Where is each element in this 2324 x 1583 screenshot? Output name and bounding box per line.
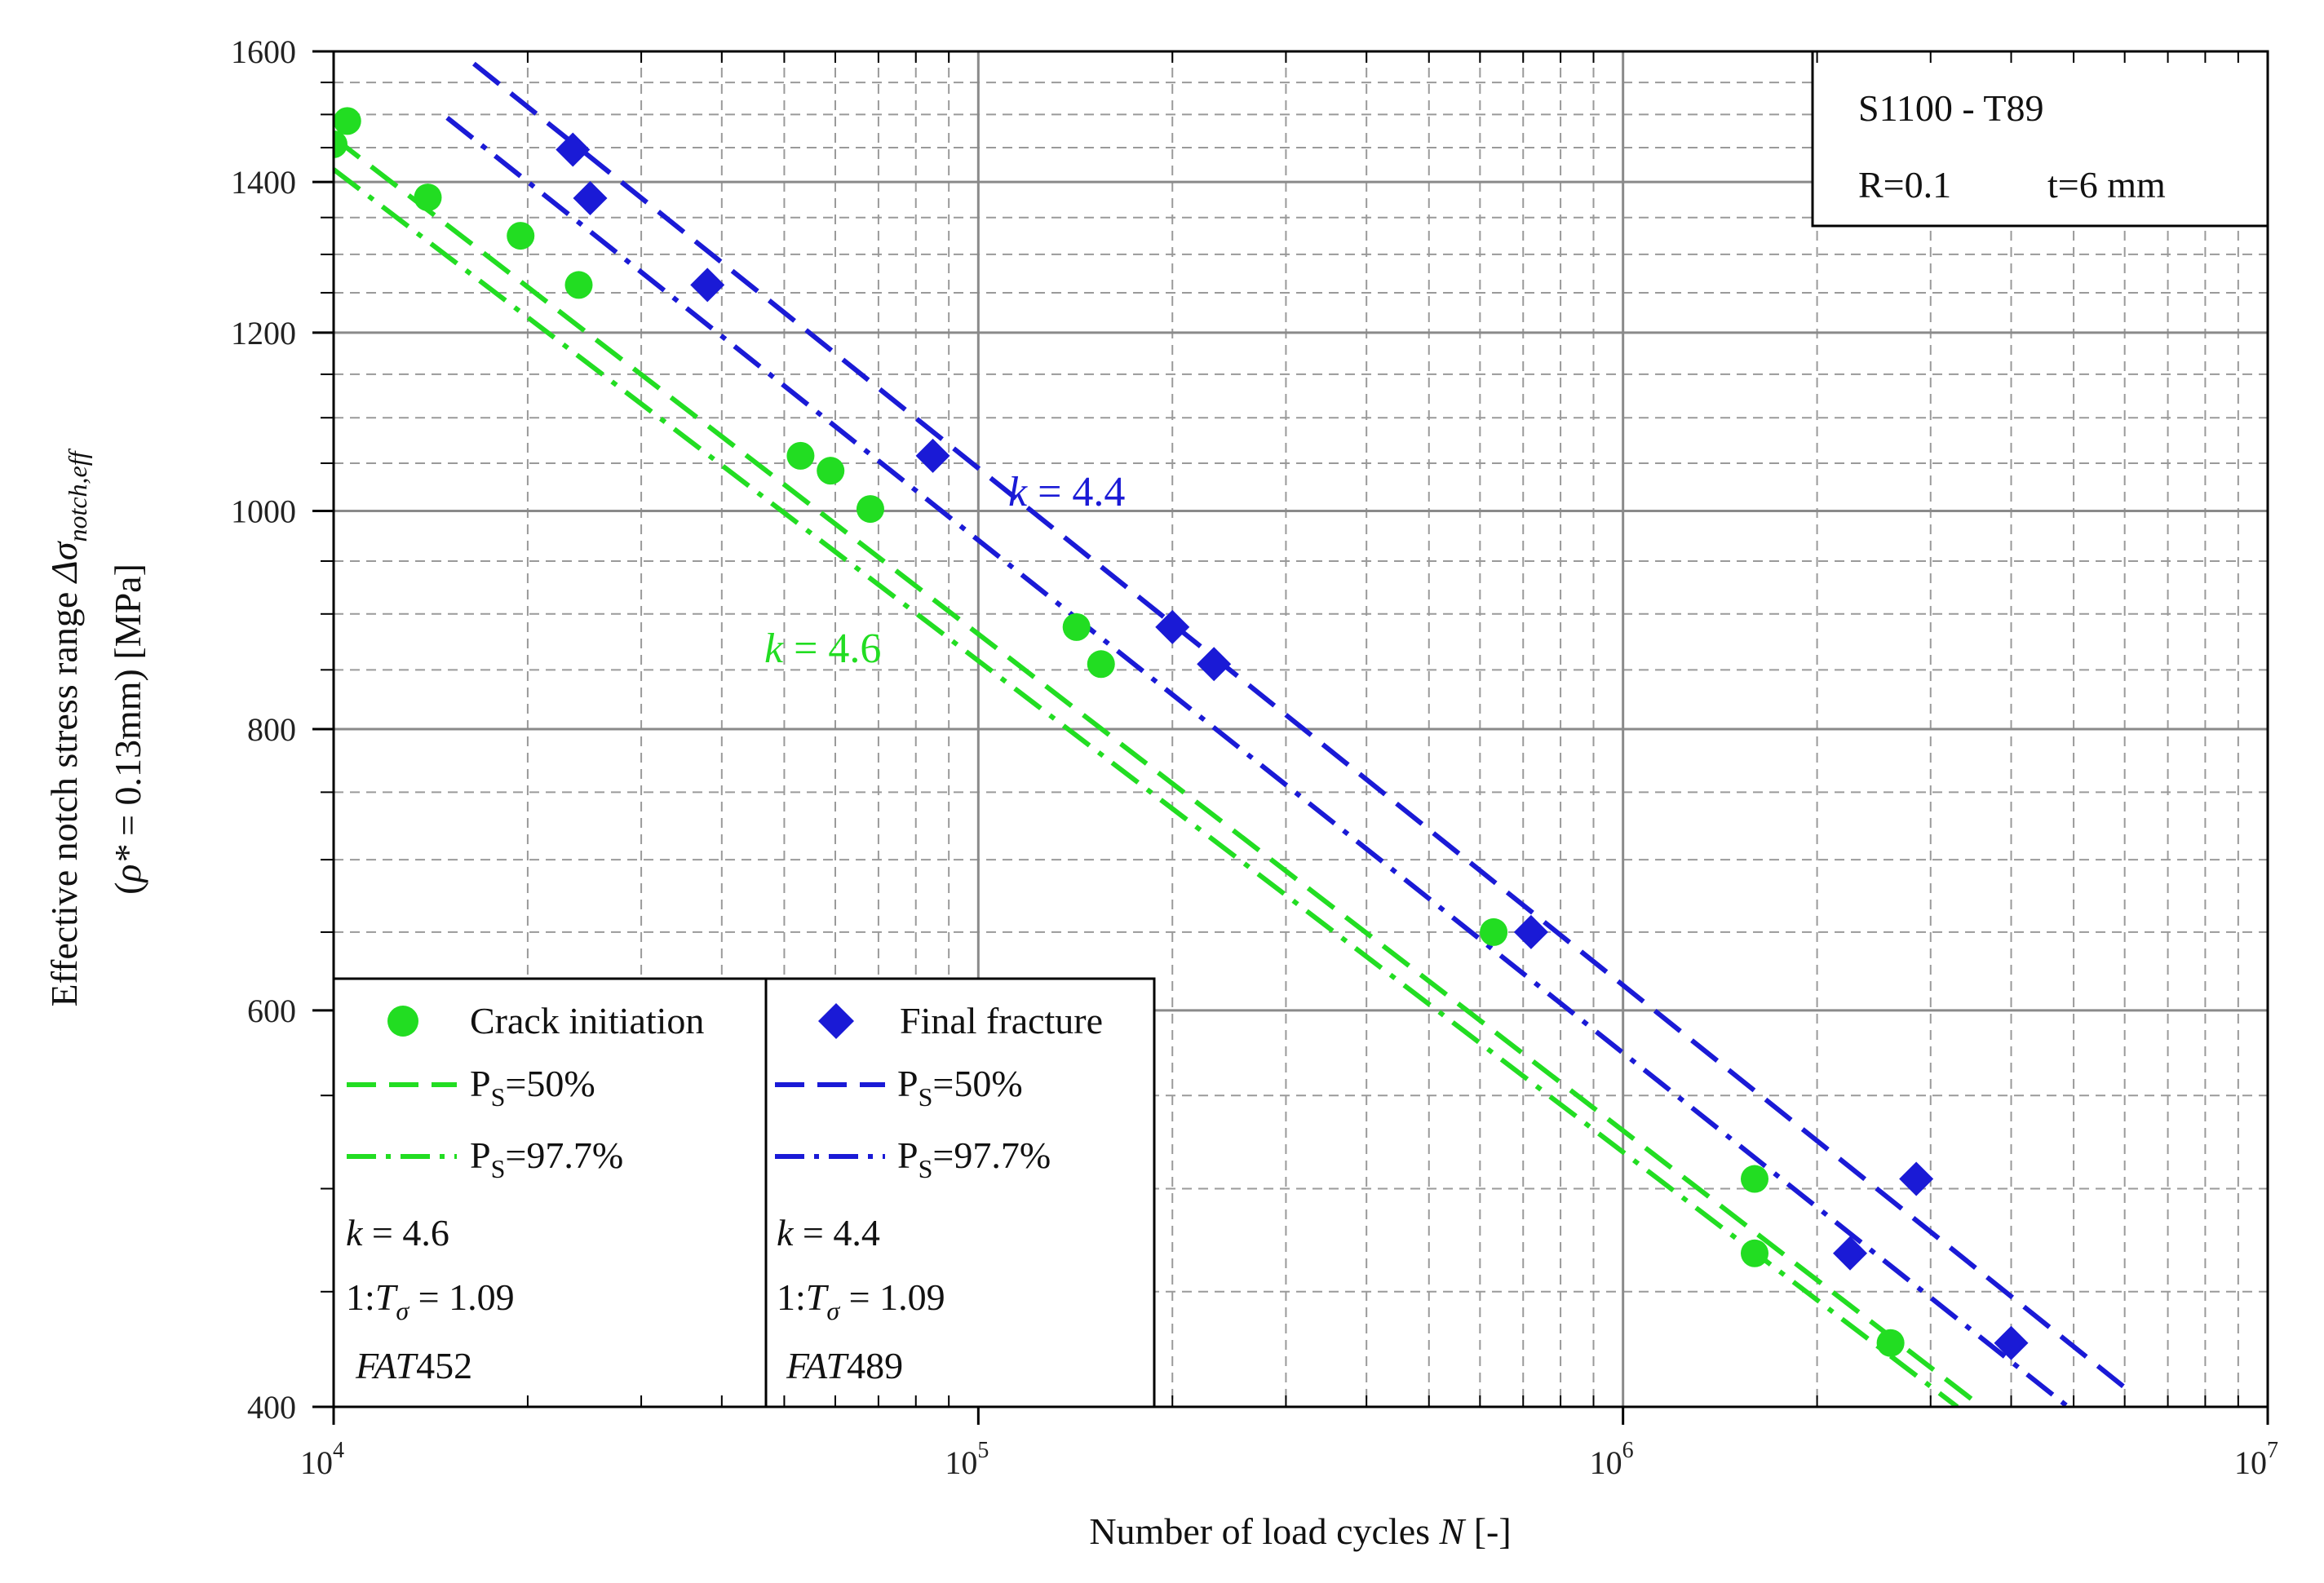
crack-initiation-point: [1480, 918, 1508, 946]
legend-blue-ps50: PS=50%: [897, 1063, 1023, 1112]
fit-line: [445, 116, 2070, 1407]
legend: Crack initiation PS=50% PS=97.7% k = 4.6…: [332, 977, 1156, 1408]
crack-initiation-point: [414, 184, 442, 212]
legend-right-t: 1:Tσ = 1.09: [777, 1276, 945, 1325]
axis-ticks: [312, 50, 2269, 1425]
legend-diamond-marker: [818, 1003, 854, 1039]
legend-final-fracture: Final fracture: [900, 1000, 1103, 1041]
final-fracture-point: [1833, 1236, 1868, 1271]
crack-initiation-point: [1062, 612, 1091, 641]
crack-initiation-point: [1740, 1239, 1768, 1267]
legend-right-fat: FAT489: [786, 1345, 903, 1386]
y-axis-title: Effective notch stress range Δσnotch,eff…: [43, 448, 148, 1006]
final-fracture-point: [915, 438, 950, 473]
axis-tick-labels: 104 105 106 107 400 600 800 1000 1200 1400 1600: [231, 33, 2278, 1481]
legend-green-ps977: PS=97.7%: [470, 1134, 623, 1183]
annotation-k-green: k = 4.6: [764, 626, 881, 672]
legend-left-fat: FAT452: [355, 1345, 472, 1386]
final-fracture-point: [1197, 647, 1232, 682]
x-tick-label: 105: [945, 1438, 989, 1481]
info-material: S1100 - T89: [1858, 87, 2043, 129]
y-axis-title-line2: (ρ* = 0.13mm) [MPa]: [107, 564, 148, 895]
fit-line: [334, 167, 1959, 1407]
y-tick-label: 1200: [231, 315, 296, 352]
final-fracture-point: [690, 268, 725, 303]
final-fracture-point: [556, 132, 591, 167]
legend-circle-marker: [387, 1006, 418, 1037]
info-ratio: R=0.1: [1858, 164, 1951, 206]
x-tick-label: 107: [2234, 1438, 2278, 1481]
crack-initiation-point: [1740, 1165, 1768, 1193]
crack-initiation-point: [786, 441, 815, 470]
info-box: S1100 - T89 R=0.1 t=6 mm: [1811, 50, 2269, 228]
x-tick-label: 106: [1590, 1438, 1634, 1481]
final-fracture-point: [573, 180, 608, 215]
y-axis-title-line1: Effective notch stress range Δσnotch,eff: [43, 448, 92, 1006]
info-thickness: t=6 mm: [2047, 164, 2166, 206]
crack-initiation-point: [334, 107, 361, 135]
y-tick-label: 1400: [231, 164, 296, 201]
x-tick-label: 104: [300, 1438, 344, 1481]
y-tick-label: 600: [247, 993, 296, 1029]
legend-crack-initiation: Crack initiation: [470, 1000, 704, 1041]
crack-initiation-point: [1087, 650, 1115, 679]
legend-left-k: k = 4.6: [346, 1212, 449, 1254]
fit-line: [334, 135, 1984, 1407]
legend-right-box: [764, 977, 1156, 1408]
crack-initiation-point: [1876, 1329, 1905, 1357]
final-fracture-point: [1155, 609, 1190, 644]
crack-initiation-point: [507, 222, 535, 250]
legend-blue-ps977: PS=97.7%: [897, 1134, 1051, 1183]
crack-initiation-point: [564, 271, 593, 299]
data-points: [334, 107, 2029, 1360]
y-tick-label: 1000: [231, 493, 296, 529]
crack-initiation-point: [856, 495, 884, 524]
legend-right-k: k = 4.4: [777, 1212, 880, 1254]
fit-lines: [334, 61, 2127, 1407]
crack-initiation-point: [334, 130, 347, 158]
fit-line: [472, 61, 2127, 1390]
final-fracture-point: [1899, 1161, 1934, 1196]
legend-left-t: 1:Tσ = 1.09: [346, 1276, 515, 1325]
legend-left-box: [332, 977, 768, 1408]
crack-initiation-point: [817, 457, 845, 485]
y-tick-label: 400: [247, 1389, 296, 1426]
legend-green-ps50: PS=50%: [470, 1063, 595, 1112]
x-axis-title: Number of load cycles N [-]: [1089, 1510, 1511, 1552]
y-tick-label: 1600: [231, 33, 296, 70]
y-tick-label: 800: [247, 711, 296, 748]
final-fracture-point: [1994, 1325, 2029, 1360]
final-fracture-point: [1513, 914, 1548, 949]
annotation-k-blue: k = 4.4: [1008, 469, 1125, 515]
